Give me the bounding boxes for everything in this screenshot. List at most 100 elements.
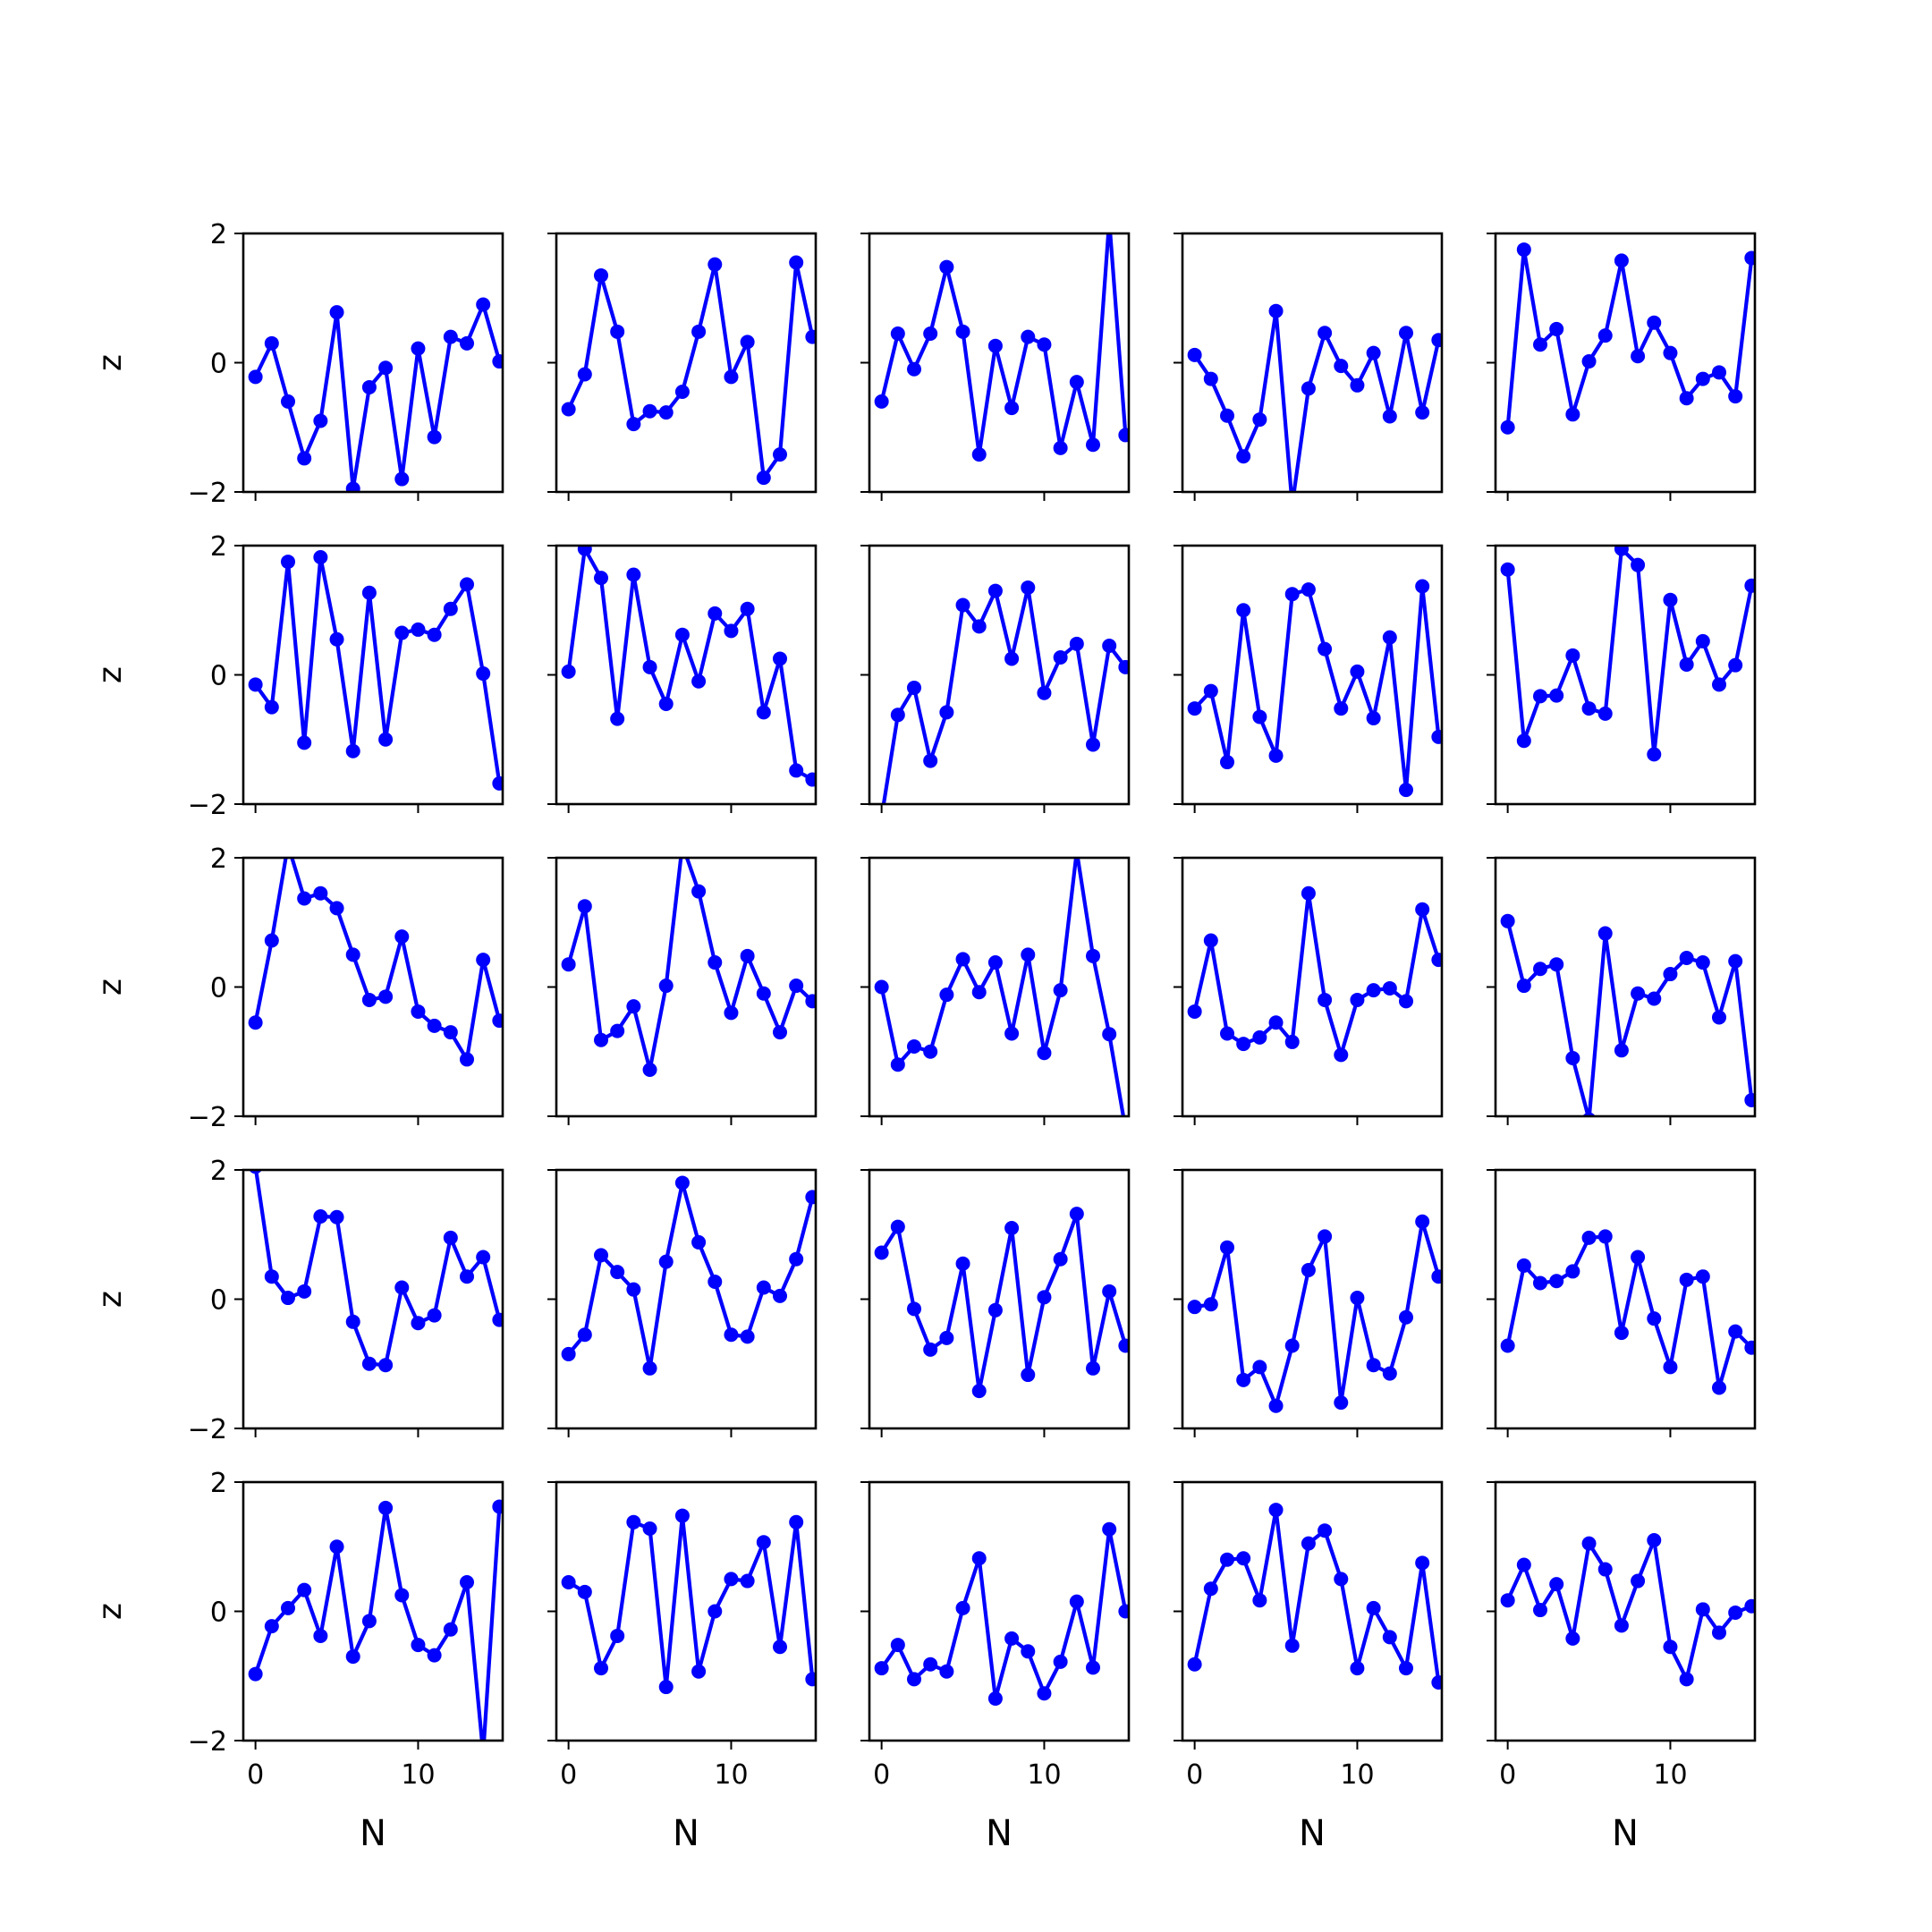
data-point (874, 1661, 889, 1676)
y-tick-label: 2 (210, 843, 227, 875)
data-point (674, 385, 690, 400)
data-point (1203, 683, 1218, 699)
data-point (971, 619, 987, 634)
data-point (594, 1032, 608, 1047)
data-point (476, 666, 491, 682)
data-point (1597, 328, 1613, 343)
data-point (658, 405, 674, 420)
series-group (874, 1521, 1129, 1707)
data-point (805, 772, 816, 787)
data-point (907, 361, 921, 377)
series-group (1500, 546, 1755, 762)
data-point (1334, 1572, 1349, 1587)
data-point (248, 1666, 263, 1682)
data-point (1318, 1229, 1333, 1244)
data-point (313, 886, 328, 901)
data-point (955, 1256, 970, 1271)
data-point (361, 992, 377, 1007)
data-point (756, 1280, 771, 1295)
subplot-grid: −2 0 2 z −2 0 2 z −2 0 2 z −2 0 2 z −2 0 2 0 10 z N 0 10 N 0 10 N 0 10… (92, 219, 1757, 1854)
data-point (610, 1628, 625, 1643)
data-point (1236, 449, 1251, 464)
x-tick-label: 10 (1027, 1759, 1061, 1791)
data-point (674, 1508, 690, 1523)
data-point (1581, 701, 1597, 716)
subplot-r2-c2 (860, 856, 1131, 1125)
data-point (1549, 1274, 1564, 1289)
data-point (939, 1330, 954, 1345)
series-line (879, 233, 1128, 457)
data-point (773, 1025, 787, 1040)
data-point (1549, 1577, 1564, 1592)
data-point (1663, 592, 1678, 607)
data-point (1399, 326, 1413, 341)
data-point (1431, 1269, 1442, 1284)
subplot-r3-c2 (860, 1168, 1131, 1437)
data-point (345, 743, 360, 758)
data-point (805, 994, 816, 1009)
data-point (773, 651, 787, 666)
data-point (427, 627, 442, 642)
data-point (1118, 1604, 1129, 1619)
data-point (1647, 1533, 1662, 1548)
data-point (460, 1052, 474, 1067)
data-point (329, 305, 344, 320)
data-point (1631, 349, 1646, 364)
data-point (1415, 1214, 1430, 1229)
data-point (1712, 677, 1726, 692)
data-point (626, 567, 641, 582)
data-point (264, 1269, 279, 1284)
series-group (1187, 886, 1442, 1063)
data-point (1187, 1004, 1202, 1019)
data-point (1399, 1661, 1413, 1676)
data-point (1366, 1358, 1381, 1373)
data-point (1679, 1672, 1694, 1687)
data-point (773, 1640, 787, 1655)
data-point (1431, 333, 1442, 348)
data-point (708, 955, 723, 970)
data-point (1053, 440, 1068, 455)
data-point (1284, 587, 1300, 602)
x-tick-label: 0 (560, 1759, 577, 1791)
data-point (1037, 1290, 1052, 1305)
data-point (674, 1175, 690, 1191)
data-point (1581, 1536, 1597, 1551)
data-point (561, 664, 576, 679)
data-point (1382, 630, 1397, 645)
data-point (907, 1672, 921, 1687)
data-point (1516, 733, 1531, 749)
data-point (658, 979, 674, 994)
data-point (1334, 359, 1349, 374)
data-point (1236, 1372, 1251, 1387)
data-point (1318, 641, 1333, 657)
series-line (881, 585, 1128, 804)
data-point (923, 1657, 938, 1672)
data-point (1252, 709, 1267, 724)
data-point (378, 732, 394, 747)
data-point (1597, 706, 1613, 721)
data-point (642, 403, 657, 419)
data-point (955, 597, 970, 613)
series-group (1187, 303, 1442, 492)
data-point (626, 1514, 641, 1530)
subplot-r1-c4 (1487, 544, 1757, 813)
data-point (1695, 371, 1710, 386)
data-point (411, 622, 426, 637)
data-point (1614, 253, 1629, 268)
data-point (708, 606, 723, 621)
data-point (805, 1672, 816, 1687)
data-point (756, 1535, 771, 1550)
data-point (1203, 1297, 1218, 1312)
data-point (1187, 347, 1202, 362)
series-line (879, 858, 1126, 1116)
data-point (642, 1521, 657, 1537)
data-point (476, 1250, 491, 1265)
y-tick-label: 2 (210, 1156, 227, 1187)
data-point (443, 1025, 458, 1040)
y-axis-label: z (92, 354, 129, 371)
data-point (378, 989, 394, 1004)
series-group (874, 233, 1129, 462)
data-point (610, 711, 625, 726)
series-line (567, 1513, 815, 1690)
subplot-r2-c4 (1487, 856, 1757, 1125)
